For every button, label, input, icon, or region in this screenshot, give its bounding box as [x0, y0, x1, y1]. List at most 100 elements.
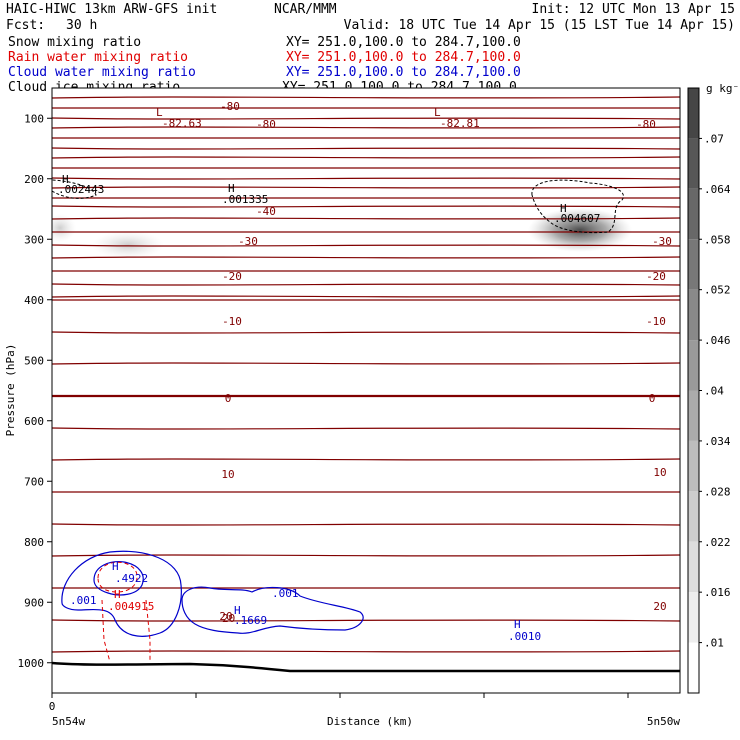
temperature-line	[52, 362, 680, 365]
temperature-contour-label: -30	[652, 235, 672, 248]
colorbar-tick-label: .052	[704, 284, 731, 297]
colorbar-band	[688, 88, 699, 139]
contour-annotation: .001335	[222, 193, 268, 206]
contour-annotation: -82.63	[162, 117, 202, 130]
ice-contour	[52, 179, 97, 199]
temperature-contour-label: -80	[256, 118, 276, 131]
colorbar-band	[688, 642, 699, 693]
header-fcst-value: 30 h	[66, 18, 97, 33]
temperature-contours	[52, 96, 680, 653]
plot-frame	[51, 87, 681, 694]
temperature-contour-label: -20	[222, 270, 242, 283]
temperature-contour-label: 10	[221, 468, 234, 481]
temperature-contour-label: -80	[636, 118, 656, 131]
y-tick-label: 600	[24, 415, 44, 428]
temperature-line	[52, 126, 680, 129]
temperature-line	[52, 147, 680, 150]
temperature-line	[52, 523, 680, 526]
y-tick-label: 900	[24, 596, 44, 609]
y-tick-label: 100	[24, 112, 44, 125]
y-tick-label: 300	[24, 233, 44, 246]
terrain-line	[52, 661, 680, 673]
contour-annotation: .004607	[554, 212, 600, 225]
colorbar-tick-label: .07	[704, 132, 724, 145]
header-fcst-label: Fcst:	[6, 18, 45, 33]
temperature-contour-label: -30	[238, 235, 258, 248]
colorbar-band	[688, 289, 699, 341]
cloud-water-contour	[181, 586, 364, 634]
rain-water-contour	[97, 561, 138, 593]
x-end-label-right: 5n50w	[647, 715, 680, 728]
ice-shading	[92, 231, 164, 259]
y-tick-label: 1000	[18, 657, 45, 670]
x-end-label-left: 5n54w	[52, 715, 85, 728]
header: HAIC-HIWC 13km ARW-GFS init NCAR/MMM Ini…	[6, 2, 735, 95]
contour-annotation: .004915	[108, 600, 154, 613]
contour-annotation: 20	[222, 612, 235, 625]
temperature-line	[52, 331, 680, 334]
contour-annotation: .1669	[234, 614, 267, 627]
temperature-line	[52, 177, 680, 180]
temperature-line	[52, 186, 680, 189]
ice-contour	[531, 179, 624, 234]
x-axis-label: Distance (km)	[327, 715, 413, 728]
contour-annotation: H	[62, 173, 69, 186]
temperature-line	[52, 205, 680, 208]
temperature-contour-label: -10	[222, 315, 242, 328]
temperature-contour-label: 20	[219, 610, 232, 623]
colorbar-band	[688, 239, 699, 290]
field-xy: XY= 251.0,100.0 to 284.7,100.0	[286, 65, 521, 80]
colorbar-band	[688, 440, 699, 492]
colorbar-tick-label: .01	[704, 637, 724, 650]
temperature-contour-label: -80	[220, 100, 240, 113]
contour-annotation: H	[112, 560, 119, 573]
colorbar-band	[688, 188, 699, 240]
colorbar-tick-label: .016	[704, 586, 731, 599]
header-valid: Valid: 18 UTC Tue 14 Apr 15 (15 LST Tue …	[344, 18, 735, 33]
contour-annotation: L	[434, 106, 441, 119]
field-xy: XY= 251.0,100.0 to 284.7,100.0	[286, 50, 521, 65]
y-tick-label: 500	[24, 354, 44, 367]
field-name: Cloud water mixing ratio	[8, 65, 196, 80]
cloud-water-contour	[61, 550, 182, 637]
colorbar-tick-label: .022	[704, 536, 731, 549]
header-init: Init: 12 UTC Mon 13 Apr 15	[532, 2, 736, 17]
y-tick-label: 200	[24, 173, 44, 186]
contour-annotation: .0010	[508, 630, 541, 643]
colorbar-band	[688, 138, 699, 189]
field-name: Rain water mixing ratio	[8, 50, 188, 65]
field-name: Snow mixing ratio	[8, 35, 141, 50]
colorbar-tick-label: .034	[704, 435, 731, 448]
temperature-line	[52, 619, 680, 622]
temperature-line	[52, 217, 680, 220]
colorbar-tick-label: .028	[704, 485, 731, 498]
contour-annotation: H	[560, 202, 567, 215]
temperature-line	[52, 295, 680, 298]
temperature-contour-label: 10	[653, 466, 666, 479]
contour-annotation: H	[234, 604, 241, 617]
temperature-contour-label: -20	[646, 270, 666, 283]
y-tick-label: 800	[24, 536, 44, 549]
y-axis: 100 200 300 400 500 600 700 800 900 1000	[18, 112, 52, 670]
plot-area: -80 -80 -80 -40 -30 -30 -20 -20 -10 -10 0 0 10 10 20 20…	[52, 88, 680, 693]
contour-annotation: L	[156, 106, 163, 119]
colorbar-tick-label: .058	[704, 233, 731, 246]
x-axis: 0 5n54w 5n50w Distance (km)	[49, 693, 680, 728]
temperature-contour-label: -10	[646, 315, 666, 328]
contour-annotation: H	[228, 182, 235, 195]
colorbar-tick-label: .046	[704, 334, 731, 347]
temperature-line	[52, 650, 680, 653]
temperature-line	[52, 156, 680, 159]
temperature-line	[52, 554, 680, 557]
temperature-line	[52, 427, 680, 430]
contour-annotation: .002443	[58, 183, 104, 196]
colorbar-band	[688, 340, 699, 391]
colorbar-band	[688, 390, 699, 441]
colorbar: g kg⁻¹ .07 .064 .058 .052 .046 .04 .034 .028 .02…	[687, 82, 740, 694]
temperature-contour-label: 0	[649, 392, 656, 405]
y-tick-label: 700	[24, 475, 44, 488]
contour-annotation: .001	[70, 594, 97, 607]
contour-annotation: .001	[272, 587, 299, 600]
contour-annotation: H	[114, 588, 121, 601]
